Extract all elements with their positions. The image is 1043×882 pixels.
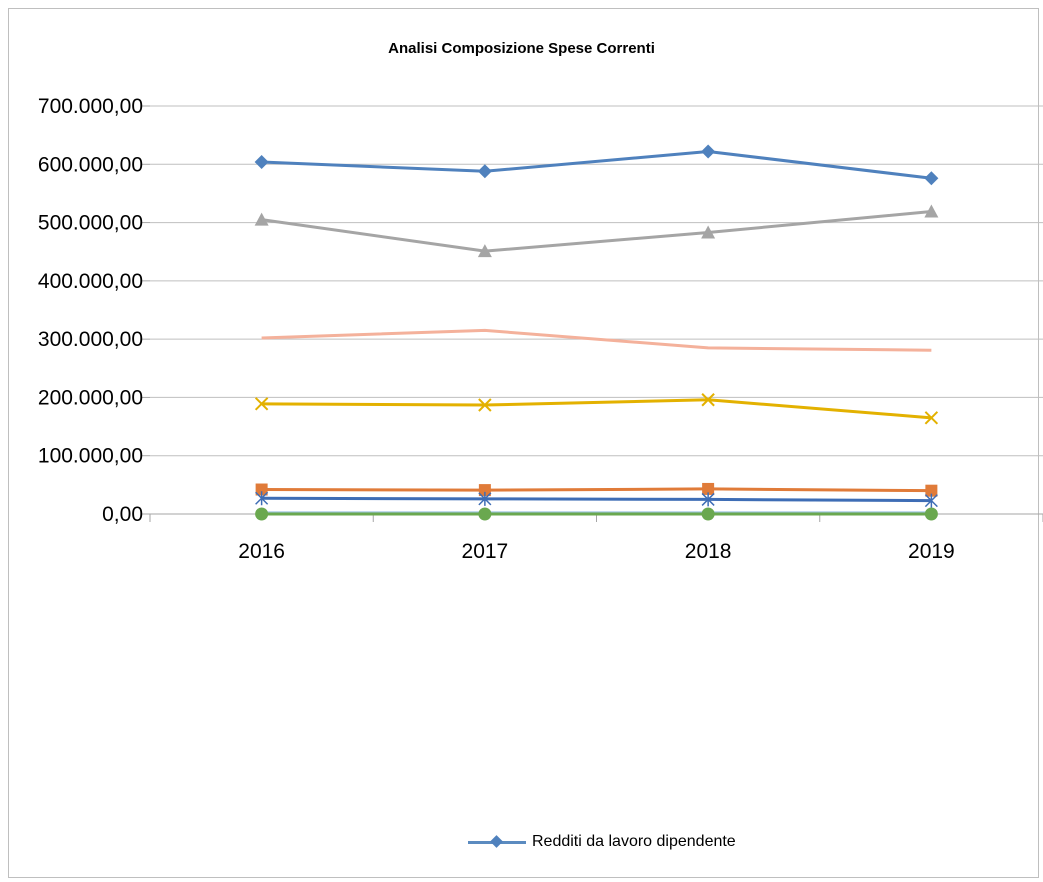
data-point <box>254 154 269 169</box>
y-tick-label: 0,00 <box>102 503 143 526</box>
series-line <box>261 398 932 420</box>
y-tick-label: 600.000,00 <box>38 153 143 176</box>
data-point <box>478 507 492 521</box>
x-tick-label: 2018 <box>685 540 732 563</box>
data-point <box>255 507 269 521</box>
data-point <box>924 171 939 186</box>
x-tick-label: 2016 <box>238 540 285 563</box>
y-tick-label: 300.000,00 <box>38 328 143 351</box>
data-point <box>925 484 938 497</box>
data-point <box>701 507 715 521</box>
data-point <box>478 398 492 412</box>
series-line <box>261 210 932 253</box>
data-point <box>255 483 268 496</box>
data-point <box>701 393 715 407</box>
data-point <box>924 493 938 508</box>
x-tick-label: 2019 <box>908 540 955 563</box>
data-point <box>924 507 938 521</box>
y-tick-label: 100.000,00 <box>38 445 143 468</box>
chart-frame <box>8 8 1039 878</box>
chart-title: Analisi Composizione Spese Correnti <box>388 40 655 57</box>
data-point <box>924 204 939 218</box>
legend-series-marker <box>468 832 526 852</box>
data-point <box>477 164 492 179</box>
legend-label: Redditi da lavoro dipendente <box>532 833 736 850</box>
data-point <box>478 484 491 497</box>
y-tick-label: 500.000,00 <box>38 212 143 235</box>
y-tick-label: 700.000,00 <box>38 95 143 118</box>
data-point <box>254 397 269 411</box>
series-line <box>261 328 932 352</box>
data-point <box>701 225 716 239</box>
chart-legend: Redditi da lavoro dipendente <box>468 830 736 854</box>
data-point <box>702 482 715 495</box>
data-point <box>477 244 492 258</box>
data-point <box>255 491 269 506</box>
y-tick-label: 200.000,00 <box>38 386 143 409</box>
data-point <box>701 492 715 507</box>
y-tick-label: 400.000,00 <box>38 270 143 293</box>
x-tick-label: 2017 <box>462 540 509 563</box>
data-point <box>924 411 939 425</box>
series-line <box>261 496 932 503</box>
series-line <box>261 487 932 493</box>
data-point <box>254 212 269 226</box>
series-line <box>261 149 932 180</box>
data-point <box>701 144 716 159</box>
data-point <box>478 491 492 506</box>
